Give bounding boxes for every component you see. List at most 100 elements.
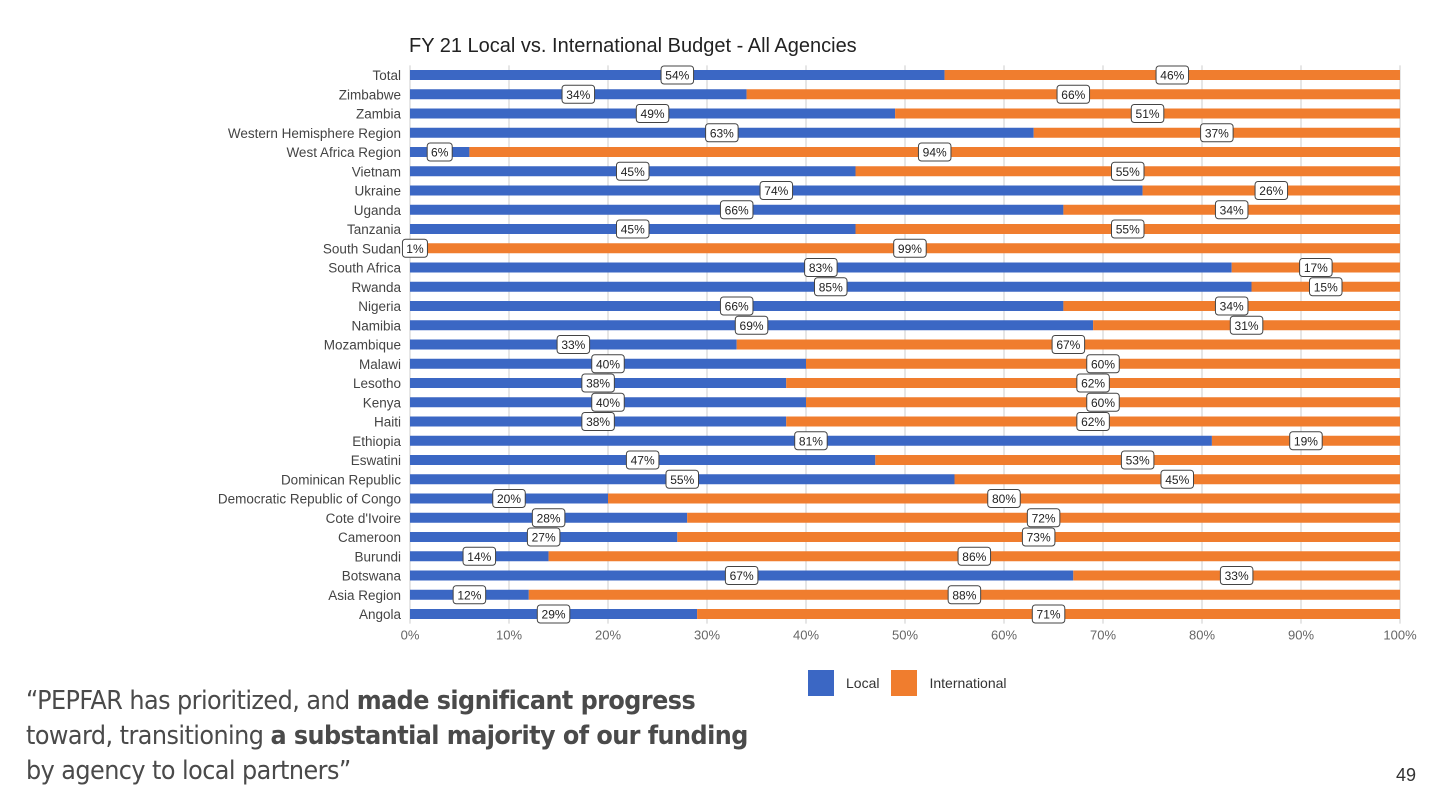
data-label-local: 34% [561,84,596,104]
data-label-international: 46% [1155,65,1190,85]
data-label-international-box [1309,277,1343,297]
chart-title: FY 21 Local vs. International Budget - A… [409,35,857,57]
category-label: Ethiopia [352,434,401,449]
category-label: Cameroon [338,530,401,545]
data-label-international-box [1026,508,1061,528]
data-label-international-text: 26% [1259,184,1283,198]
data-label-international-text: 86% [962,550,986,564]
data-label-local-box [591,392,625,412]
data-label-local: 14% [462,546,497,566]
data-label-international: 37% [1200,123,1234,143]
data-label-international: 62% [1076,373,1110,393]
category-label: Western Hemisphere Region [228,126,401,141]
data-label-international-text: 31% [1235,319,1259,333]
data-label-local-box [426,142,453,162]
data-label-international-box [1111,161,1145,181]
category-label: Kenya [363,395,402,410]
data-label-local-text: 47% [631,454,655,468]
data-label-international-text: 15% [1314,280,1338,294]
category-label: Botswana [342,569,402,584]
data-label-international-text: 46% [1160,69,1184,83]
data-label-international-box [947,585,982,605]
data-label-international: 51% [1130,104,1165,123]
data-label-local-box [492,489,526,508]
x-tick-label: 80% [1189,628,1215,643]
data-label-local-box [759,181,794,200]
data-label-international: 55% [1111,219,1145,239]
category-label: Mozambique [324,338,401,353]
data-label-local-box [635,104,670,123]
x-tick-label: 10% [496,628,522,643]
data-label-international: 60% [1086,392,1120,412]
data-label-international: 66% [1056,84,1091,104]
data-label-local: 27% [526,527,561,547]
x-tick-label: 70% [1090,628,1116,643]
data-label-international: 15% [1309,277,1343,297]
data-label-international-text: 53% [1126,454,1150,468]
legend-swatch-international [891,670,918,696]
data-label-international-text: 55% [1116,223,1140,237]
data-label-local: 1% [401,238,428,258]
category-label: Lesotho [353,376,401,391]
data-label-international-box [1289,431,1323,451]
data-label-local-box [452,585,487,605]
data-label-local-box [531,508,566,528]
data-label-local-box [536,604,571,624]
data-label-local-text: 6% [431,146,449,160]
quote-text: “PEPFAR has prioritized, and made signif… [26,684,748,789]
data-label-local: 63% [705,123,739,143]
data-label-international: 72% [1026,508,1061,528]
data-label-local-text: 67% [730,569,754,583]
data-label-international-text: 62% [1081,377,1105,391]
data-label-international-text: 19% [1294,434,1318,448]
data-label-local-box [581,412,615,431]
data-label-international-text: 34% [1220,300,1244,314]
data-label-local-box [556,335,591,354]
data-label-international-text: 88% [952,588,976,602]
data-label-local: 47% [625,450,660,470]
data-label-international-text: 51% [1136,107,1160,121]
category-label: Democratic Republic of Congo [218,492,401,507]
data-label-local-text: 63% [710,126,734,140]
data-label-international: 80% [987,489,1021,508]
data-label-local-text: 40% [596,357,620,371]
data-label-local-text: 55% [670,473,694,487]
category-label: West Africa Region [286,145,401,160]
category-label: Vietnam [352,164,401,179]
data-label-local-text: 45% [621,165,645,179]
data-label-international: 88% [947,585,982,605]
data-label-local-text: 28% [537,511,561,525]
data-label-local-box [794,431,828,451]
category-label: South Africa [328,261,401,276]
data-label-local-box [616,219,650,239]
data-label-local-box [719,296,754,316]
data-label-international: 73% [1021,527,1056,547]
data-label-local: 81% [794,431,828,451]
data-label-international-text: 60% [1091,357,1115,371]
data-label-international-box [1200,123,1234,143]
data-label-local-box [561,84,596,104]
legend-swatch-local [808,670,834,696]
x-tick-label: 90% [1288,628,1314,643]
data-label-local-box [591,354,625,374]
page-number: 49 [1396,765,1417,785]
category-label: Eswatini [351,453,401,468]
data-label-international: 26% [1254,181,1289,200]
data-label-local-box [660,65,695,85]
category-label: Total [372,68,401,83]
data-label-international: 53% [1120,450,1155,470]
data-label-international-text: 45% [1165,473,1189,487]
data-label-international: 33% [1219,566,1254,585]
category-label: Ukraine [354,184,401,199]
data-label-local-box [705,123,739,143]
data-label-local: 66% [719,296,754,316]
data-label-international-box [1031,604,1066,624]
data-label-international-text: 66% [1061,88,1085,102]
data-label-local-text: 12% [457,588,481,602]
data-label-local-box [625,450,660,470]
category-label: Nigeria [358,299,401,314]
data-label-international: 55% [1111,161,1145,181]
data-label-local-box [665,469,699,489]
category-label: Cote d'Ivoire [326,511,401,526]
data-label-local: 49% [635,104,670,123]
